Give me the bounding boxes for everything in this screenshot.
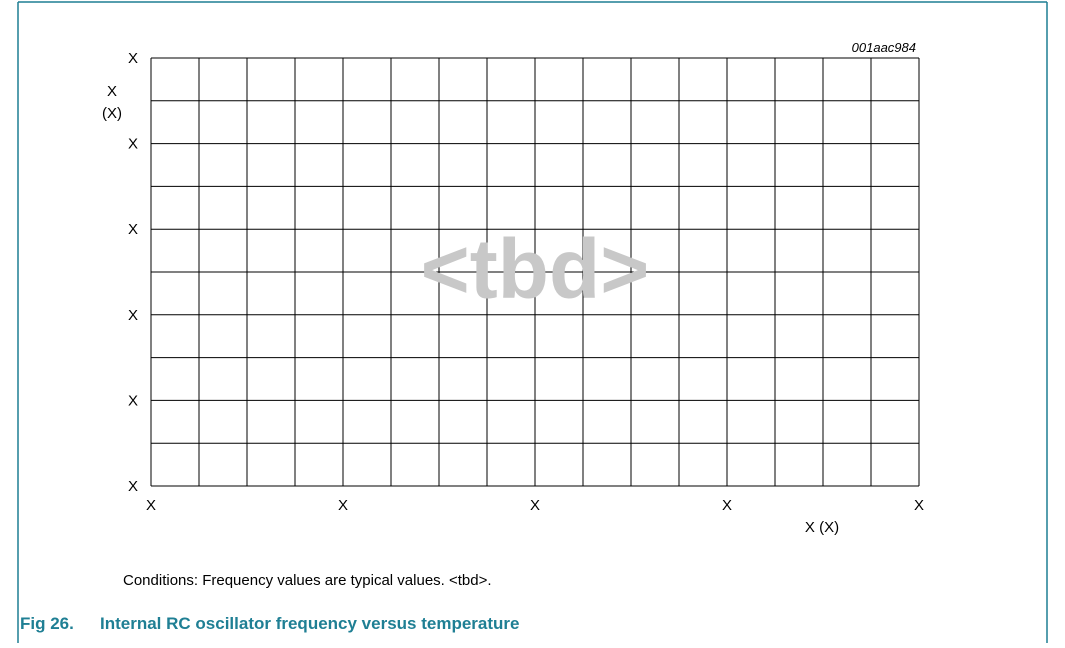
x-tick-label: X — [530, 497, 540, 514]
note: Conditions: Frequency values are typical… — [123, 572, 492, 589]
plot-grid — [150, 57, 920, 487]
caption-number: Fig 26. — [20, 614, 74, 633]
x-axis-title: X (X) — [805, 519, 839, 536]
figure-id: 001aac984 — [852, 40, 916, 55]
x-tick-label: X — [914, 497, 924, 514]
y-tick-label: X — [128, 307, 138, 324]
x-tick-label: X — [338, 497, 348, 514]
caption-title: Internal RC oscillator frequency versus … — [100, 614, 519, 633]
y-tick-label: X — [128, 478, 138, 495]
x-tick-label: X — [146, 497, 156, 514]
y-tick-label: X — [128, 50, 138, 67]
watermark: <tbd> — [421, 222, 650, 316]
y-tick-label: X — [128, 136, 138, 153]
y-axis-title: X — [107, 83, 117, 100]
frame — [17, 1, 1048, 643]
y-tick-label: X — [128, 392, 138, 409]
x-tick-label: X — [722, 497, 732, 514]
y-axis-title: (X) — [102, 105, 122, 122]
y-tick-label: X — [128, 221, 138, 238]
